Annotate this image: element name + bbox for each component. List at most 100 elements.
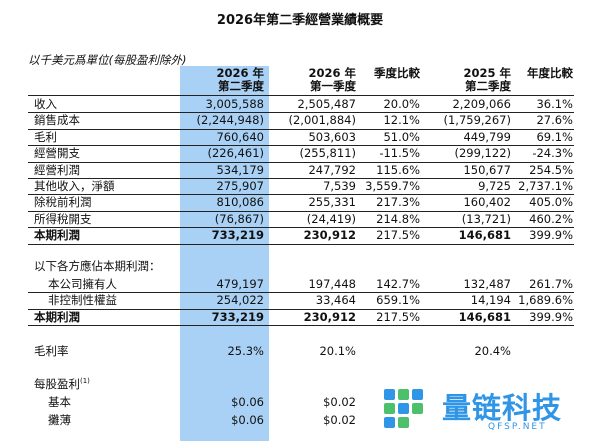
row-label: 本公司擁有人 xyxy=(48,277,117,291)
table-cell: 810,086 xyxy=(216,195,264,209)
row-label: 經營利潤 xyxy=(34,163,80,177)
table-cell: 14,194 xyxy=(470,293,511,307)
table-cell: (226,461) xyxy=(207,146,264,160)
row-label: 其他收入，淨額 xyxy=(34,179,115,193)
watermark-logo-icon xyxy=(384,389,423,428)
row-divider xyxy=(28,194,574,195)
table-cell: 247,792 xyxy=(308,163,356,177)
table-cell: 2,209,066 xyxy=(452,97,511,111)
table-cell: 1,689.6% xyxy=(518,293,573,307)
table-cell: 160,402 xyxy=(463,195,511,209)
table-cell: 33,464 xyxy=(315,293,356,307)
column-header-line2: 第二季度 xyxy=(218,79,264,93)
table-cell: 399.9% xyxy=(529,228,573,242)
table-cell: 254,022 xyxy=(216,293,264,307)
table-cell: -24.3% xyxy=(532,146,573,160)
table-cell: (2,244,948) xyxy=(196,113,264,127)
row-divider xyxy=(28,112,574,113)
watermark: 量链科技 QFSP.NET xyxy=(380,385,600,441)
watermark-text: 量链科技 xyxy=(442,391,563,425)
column-header: 年度比較 xyxy=(527,67,573,80)
table-cell: (255,811) xyxy=(299,146,356,160)
header-divider xyxy=(28,95,574,96)
table-cell: 20.0% xyxy=(383,97,420,111)
table-cell: 405.0% xyxy=(529,195,573,209)
row-label: 毛利 xyxy=(34,130,57,144)
row-label: 毛利率 xyxy=(34,344,69,358)
row-label: 除稅前利潤 xyxy=(34,195,92,209)
row-divider xyxy=(28,227,574,228)
column-header-line1: 年度比較 xyxy=(527,66,573,80)
table-cell: 7,539 xyxy=(323,179,356,193)
table-cell: 479,197 xyxy=(216,277,264,291)
table-cell: $0.06 xyxy=(231,395,264,409)
table-cell: 255,331 xyxy=(308,195,356,209)
table-cell: 659.1% xyxy=(376,293,420,307)
table-cell: 733,219 xyxy=(211,228,264,242)
row-label: 銷售成本 xyxy=(34,113,80,127)
table-cell: 261.7% xyxy=(529,277,573,291)
table-cell: 146,681 xyxy=(458,228,511,242)
table-cell: 460.2% xyxy=(529,212,573,226)
table-cell: $0.02 xyxy=(323,413,356,427)
page-title: 2026年第二季經營業績概要 xyxy=(216,13,384,28)
table-cell: 20.4% xyxy=(474,344,511,358)
table-cell: 115.6% xyxy=(376,163,420,177)
table-cell: 733,219 xyxy=(211,310,264,324)
row-divider xyxy=(28,145,574,146)
table-cell: 2,505,487 xyxy=(297,97,356,111)
row-divider xyxy=(28,211,574,212)
row-label: 本期利潤 xyxy=(34,310,80,324)
row-label: 收入 xyxy=(34,97,57,111)
table-cell: 217.5% xyxy=(376,310,420,324)
column-header: 2026 年第一季度 xyxy=(308,67,356,93)
table-cell: $0.06 xyxy=(231,413,264,427)
row-divider xyxy=(28,129,574,130)
table-cell: 12.1% xyxy=(383,113,420,127)
table-cell: $0.02 xyxy=(323,395,356,409)
table-cell: 132,487 xyxy=(463,277,511,291)
watermark-sub: QFSP.NET xyxy=(488,422,547,432)
row-label: 非控制性權益 xyxy=(48,293,117,307)
row-divider xyxy=(28,244,574,245)
table-cell: 3,005,588 xyxy=(205,97,264,111)
row-divider xyxy=(28,292,574,293)
column-header: 季度比較 xyxy=(374,67,420,80)
table-cell: 230,912 xyxy=(303,228,356,242)
table-cell: -11.5% xyxy=(379,146,420,160)
footnote-marker: (1) xyxy=(80,377,90,386)
table-cell: 27.6% xyxy=(536,113,573,127)
column-header: 2026 年第二季度 xyxy=(216,67,264,93)
column-header-line1: 2025 年 xyxy=(463,66,511,80)
table-cell: 217.5% xyxy=(376,228,420,242)
table-cell: 146,681 xyxy=(458,310,511,324)
row-label: 每股盈利(1) xyxy=(34,377,90,391)
table-cell: 2,737.1% xyxy=(518,179,573,193)
row-divider xyxy=(28,178,574,179)
table-cell: 275,907 xyxy=(216,179,264,193)
table-cell: 51.0% xyxy=(383,130,420,144)
table-cell: 20.1% xyxy=(319,344,356,358)
row-label: 所得稅開支 xyxy=(34,212,92,226)
row-divider xyxy=(28,325,574,326)
table-cell: 25.3% xyxy=(227,344,264,358)
table-cell: 9,725 xyxy=(478,179,511,193)
table-cell: 503,603 xyxy=(308,130,356,144)
table-cell: 214.8% xyxy=(376,212,420,226)
row-label: 基本 xyxy=(48,395,71,409)
table-cell: (76,867) xyxy=(214,212,264,226)
table-cell: 449,799 xyxy=(463,130,511,144)
table-cell: (2,001,884) xyxy=(288,113,356,127)
row-label: 攤薄 xyxy=(48,413,71,427)
table-cell: 399.9% xyxy=(529,310,573,324)
table-cell: 760,640 xyxy=(216,130,264,144)
table-cell: 150,677 xyxy=(463,163,511,177)
row-divider xyxy=(28,309,574,310)
row-label: 本期利潤 xyxy=(34,228,80,242)
table-cell: (299,122) xyxy=(454,146,511,160)
column-header-line1: 季度比較 xyxy=(374,66,420,80)
unit-note: 以千美元爲單位(每股盈利除外) xyxy=(28,53,187,67)
row-divider xyxy=(28,162,574,163)
column-header-line2: 第二季度 xyxy=(465,79,511,93)
table-cell: 217.3% xyxy=(376,195,420,209)
